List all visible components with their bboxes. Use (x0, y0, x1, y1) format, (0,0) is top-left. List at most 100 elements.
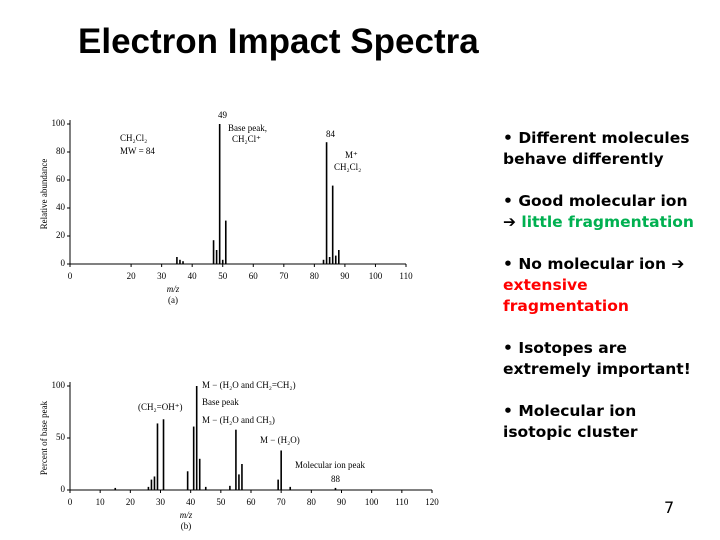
annotation: MW = 84 (120, 146, 155, 156)
x-tick-label: 80 (310, 271, 320, 281)
x-tick-label: 90 (337, 497, 347, 507)
bullet: • Good molecular ion ➔ little fragmentat… (503, 192, 694, 231)
peak (186, 471, 189, 490)
bullet-text: Different molecules behave differently (503, 129, 690, 168)
slide-title: Electron Impact Spectra (78, 22, 479, 61)
peak (328, 257, 331, 264)
peak (235, 429, 237, 490)
peak (241, 464, 243, 490)
x-tick-label: 30 (156, 497, 166, 507)
peak (224, 220, 227, 264)
peak (150, 479, 153, 490)
x-tick-label: 40 (186, 497, 196, 507)
x-tick-label: 40 (188, 271, 198, 281)
peak (289, 486, 292, 490)
bullet: • Molecular ion isotopic cluster (503, 402, 638, 441)
x-tick-label: 60 (249, 271, 259, 281)
peak (277, 479, 279, 490)
x-tick-label: 100 (369, 271, 383, 281)
x-tick-label: 0 (68, 271, 73, 281)
peak (179, 259, 181, 264)
bullet-text: Molecular ion isotopic cluster (503, 402, 638, 441)
annotation: Base peak, (228, 123, 267, 133)
page-number: 7 (664, 498, 675, 517)
annotation: 88 (331, 474, 341, 484)
bullet: • No molecular ion ➔ extensive fragmenta… (503, 255, 685, 315)
bullet-list: • Different molecules behave differently… (503, 128, 703, 464)
x-axis-label: m/z (167, 284, 180, 294)
peak (182, 261, 184, 264)
annotation: CH₂Cl⁺ (232, 134, 261, 144)
peak (322, 259, 325, 264)
y-tick-label: 40 (56, 202, 66, 212)
y-tick-label: 100 (52, 380, 66, 390)
peak (334, 487, 337, 490)
peak (192, 426, 195, 490)
annotation: Molecular ion peak (295, 460, 365, 470)
x-tick-label: 30 (157, 271, 167, 281)
peak (221, 259, 224, 264)
annotation: 84 (326, 129, 336, 139)
annotation: (CH₂=OH⁺) (138, 402, 182, 412)
peak (156, 423, 159, 490)
y-axis-label: Relative abundance (39, 159, 49, 230)
x-tick-label: 20 (127, 271, 137, 281)
peak (195, 386, 198, 490)
bullet: • Different molecules behave differently (503, 129, 690, 168)
annotation: M − (H₂O and CH₃) (202, 415, 275, 425)
y-tick-label: 20 (56, 230, 66, 240)
x-tick-label: 80 (307, 497, 317, 507)
peak (212, 240, 215, 264)
peak (325, 142, 328, 264)
x-tick-label: 0 (68, 497, 73, 507)
annotation: M⁺ (345, 150, 358, 160)
peak (338, 250, 340, 264)
x-tick-label: 10 (96, 497, 106, 507)
y-axis-label: Percent of base peak (39, 400, 49, 475)
annotation: Base peak (202, 397, 239, 407)
x-tick-label: 70 (279, 271, 289, 281)
annotation: CH₂Cl₂ (120, 133, 147, 143)
annotation: CH₂Cl₂ (334, 162, 361, 172)
peak (280, 450, 282, 490)
bullet-text: Isotopes are extremely important! (503, 339, 691, 378)
x-tick-label: 50 (218, 271, 228, 281)
x-tick-label: 100 (365, 497, 379, 507)
peak (198, 458, 201, 490)
y-tick-label: 80 (56, 146, 66, 156)
annotation: M − (H₂O and CH₂=CH₂) (202, 380, 296, 390)
peak (162, 419, 165, 490)
x-axis-label: m/z (180, 510, 193, 520)
bullet: • Isotopes are extremely important! (503, 339, 691, 378)
peak (229, 485, 231, 490)
peak (147, 486, 150, 490)
x-tick-label: 120 (425, 497, 439, 507)
x-tick-label: 60 (247, 497, 257, 507)
x-tick-label: 110 (395, 497, 409, 507)
x-tick-label: 70 (277, 497, 287, 507)
x-tick-label: 90 (340, 271, 350, 281)
bullet-text: Good molecular ion (518, 192, 688, 210)
peak (215, 250, 218, 264)
y-tick-label: 0 (61, 484, 66, 494)
annotation: 49 (218, 110, 228, 120)
bullet-highlight: extensive fragmentation (503, 276, 629, 315)
y-tick-label: 60 (56, 174, 66, 184)
annotation: M − (H₂O) (260, 435, 300, 445)
panel-label: (a) (168, 295, 178, 305)
peak (176, 257, 178, 264)
peak (331, 185, 334, 264)
peak (218, 124, 221, 264)
y-tick-label: 50 (56, 432, 66, 442)
panel-label: (b) (181, 521, 192, 531)
y-tick-label: 100 (52, 118, 66, 128)
peak (114, 487, 117, 490)
x-tick-label: 110 (399, 271, 413, 281)
bullet-highlight: little fragmentation (521, 213, 694, 231)
peak (238, 474, 240, 490)
peak (204, 486, 207, 490)
x-tick-label: 50 (216, 497, 226, 507)
bullet-text: No molecular ion (518, 255, 666, 273)
